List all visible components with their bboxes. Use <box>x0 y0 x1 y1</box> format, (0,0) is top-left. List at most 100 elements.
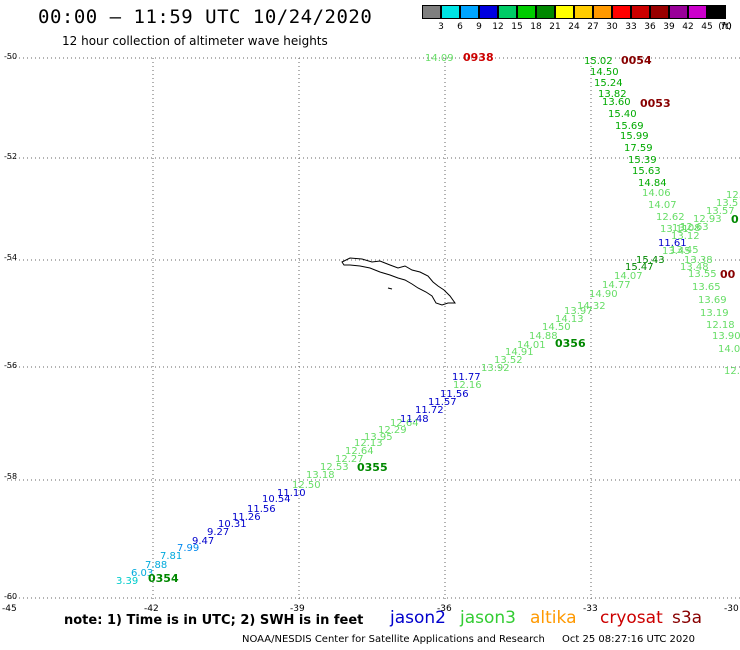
scale-label: 30 <box>606 22 618 32</box>
wave-height-label: 3.39 <box>116 576 138 587</box>
wave-height-label: 11.56 <box>440 389 469 400</box>
scale-label: 15 <box>511 22 523 32</box>
wave-height-label: 11.56 <box>247 504 276 515</box>
wave-height-label: 13.55 <box>688 269 717 280</box>
scale-swatch <box>479 5 498 19</box>
wave-height-label: 13.12 <box>671 231 700 242</box>
legend-s3a: s3a <box>672 608 703 628</box>
scale-swatch <box>441 5 460 19</box>
scale-label: 9 <box>476 22 482 32</box>
wave-height-label: 15.47 <box>625 262 654 273</box>
wave-height-label: 13.18 <box>306 470 335 481</box>
wave-height-label: 12.62 <box>656 212 685 223</box>
scale-label: 21 <box>549 22 561 32</box>
lon-label-42: -42 <box>144 604 159 614</box>
lat-label-56: -56 <box>4 361 18 370</box>
scale-swatch <box>422 5 441 19</box>
scale-label: 12 <box>492 22 504 32</box>
wave-height-label: 12.63 <box>680 222 709 233</box>
wave-height-labels: 3.396.037.887.817.999.479.2710.3111.2611… <box>116 51 740 587</box>
wave-height-label: 13.45 <box>662 246 691 257</box>
wave-height-label: 15.69 <box>615 121 644 132</box>
wave-height-label: 12.50 <box>292 480 321 491</box>
wave-height-label: 7.81 <box>160 551 182 562</box>
wave-height-label: 12.29 <box>378 425 407 436</box>
lat-label-54: -54 <box>4 253 18 262</box>
time-label: 0 <box>731 213 739 226</box>
scale-swatch <box>707 5 726 19</box>
scale-swatch <box>517 5 536 19</box>
wave-height-label: 14.84 <box>638 178 667 189</box>
scale-label: 18 <box>530 22 542 32</box>
scale-label: 39 <box>663 22 675 32</box>
wave-height-label: 11.26 <box>232 512 261 523</box>
wave-height-label: 12. <box>726 190 740 201</box>
time-label: 0355 <box>357 461 388 474</box>
time-label: 0354 <box>148 572 179 585</box>
legend-jason2: jason2 <box>390 608 446 628</box>
wave-height-label: 12.16 <box>453 380 482 391</box>
scale-swatch <box>593 5 612 19</box>
lon-label-36: -36 <box>437 604 452 614</box>
wave-height-label: 12.53 <box>320 462 349 473</box>
wave-height-label: 13.57 <box>706 206 735 217</box>
wave-height-label: 14.91 <box>505 347 534 358</box>
scale-swatch <box>688 5 707 19</box>
scale-label: 36 <box>644 22 656 32</box>
wave-height-label: 14.09 <box>425 53 454 64</box>
wave-height-label: 15.43 <box>636 255 665 266</box>
wave-height-label: 13.60 <box>602 97 631 108</box>
page-subtitle: 12 hour collection of altimeter wave hei… <box>62 34 328 48</box>
lon-label-45: -45 <box>2 604 17 614</box>
lon-label-33: -33 <box>583 604 598 614</box>
wave-height-label: 13.38 <box>684 255 713 266</box>
legend-jason3: jason3 <box>460 608 516 628</box>
time-label: 00 <box>720 268 736 281</box>
wave-height-label: 15.99 <box>620 131 649 142</box>
wave-height-label: 13.52 <box>494 355 523 366</box>
legend-altika: altika <box>530 608 577 628</box>
wave-height-label: 12.18 <box>706 320 735 331</box>
lat-label-50: -50 <box>4 52 18 61</box>
wave-height-label: 14.06 <box>642 188 671 199</box>
scale-label: 3 <box>438 22 444 32</box>
scale-swatch <box>536 5 555 19</box>
page-title: 00:00 – 11:59 UTC 10/24/2020 <box>38 6 373 28</box>
wave-height-label: 14.88 <box>529 331 558 342</box>
scale-label: 33 <box>625 22 637 32</box>
wave-height-label: 11.61 <box>658 238 687 249</box>
wave-height-label: 13.90 <box>712 331 740 342</box>
wave-height-label: 14.07 <box>648 200 677 211</box>
wave-height-label: 13.65 <box>692 282 721 293</box>
credit-text: NOAA/NESDIS Center for Satellite Applica… <box>242 634 545 645</box>
wave-height-label: 14.50 <box>542 322 571 333</box>
wave-height-label: 13.48 <box>680 262 709 273</box>
wave-height-label: 14.07 <box>614 271 643 282</box>
wave-height-label: 15.63 <box>632 166 661 177</box>
wave-height-label: 10.54 <box>262 494 291 505</box>
wave-height-label: 13.82 <box>598 89 627 100</box>
wave-height-label: 12.13 <box>354 438 383 449</box>
wave-height-label: 12.27 <box>335 454 364 465</box>
time-label: 0938 <box>463 51 494 64</box>
scale-label: 6 <box>457 22 463 32</box>
wave-height-label: 11.57 <box>428 397 457 408</box>
wave-height-label: 13.5 <box>716 198 738 209</box>
wave-height-label: 9.47 <box>192 536 214 547</box>
scale-swatch <box>460 5 479 19</box>
scale-label: 45 <box>701 22 713 32</box>
scale-swatch <box>631 5 650 19</box>
wave-height-label: 11.77 <box>452 372 481 383</box>
wave-height-label: 13.69 <box>698 295 727 306</box>
wave-height-label: 13.95 <box>364 432 393 443</box>
scale-swatch <box>498 5 517 19</box>
scale-swatch <box>650 5 669 19</box>
time-label: 0356 <box>555 337 586 350</box>
timestamp: Oct 25 08:27:16 UTC 2020 <box>562 634 695 645</box>
wave-height-label: 13.97 <box>564 306 593 317</box>
scale-label: 27 <box>587 22 599 32</box>
lat-label-60: -60 <box>4 592 18 601</box>
lat-label-52: -52 <box>4 152 18 161</box>
